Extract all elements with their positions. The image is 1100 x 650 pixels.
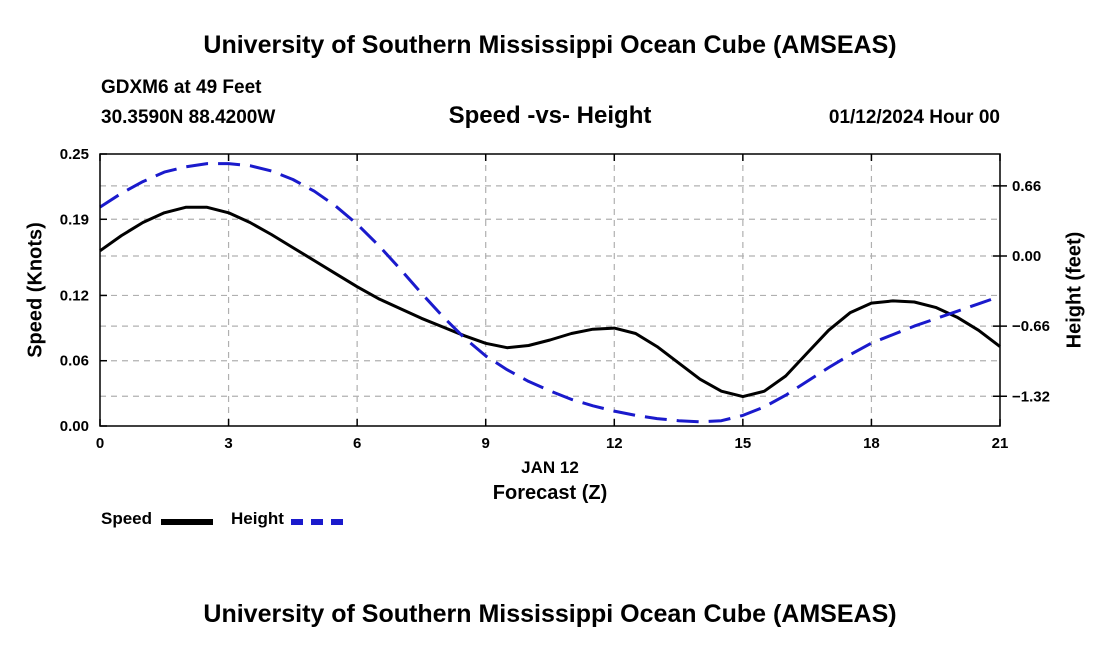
label-layer: 0 3 6 9 12 15 18 21 0.00 0.06 0.12 0.19 0.25 0.66 0.00… — [60, 146, 1050, 452]
legend-height-swatch — [291, 519, 343, 525]
x-axis-date-label: JAN 12 — [521, 458, 579, 477]
coordinates-label: 30.3590N 88.4200W — [101, 107, 276, 128]
legend-height-label: Height — [231, 509, 284, 528]
y2-tick-label: 0.66 — [1012, 178, 1041, 195]
x-tick-label: 21 — [992, 435, 1009, 452]
speed-height-chart: 0 3 6 9 12 15 18 21 0.00 0.06 0.12 0.19 0.25 0.66 0.00… — [60, 146, 1050, 452]
tick-layer — [99, 153, 1007, 427]
chart-main-title: University of Southern Mississippi Ocean… — [203, 31, 897, 59]
x-axis-title: Forecast (Z) — [492, 482, 608, 504]
y2-axis-title: Height (feet) — [1063, 231, 1086, 349]
station-label: GDXM6 at 49 Feet — [101, 77, 262, 98]
plot-frame — [99, 153, 1001, 427]
y-tick-label: 0.06 — [60, 353, 89, 370]
y2-tick-label: 0.00 — [1012, 248, 1041, 265]
y-tick-label: 0.19 — [60, 211, 89, 228]
x-tick-label: 9 — [482, 435, 490, 452]
x-tick-label: 18 — [863, 435, 880, 452]
grid-layer — [100, 154, 1000, 426]
x-tick-label: 15 — [735, 435, 752, 452]
y-axis-title: Speed (Knots) — [24, 222, 47, 358]
y-tick-label: 0.12 — [60, 287, 89, 304]
legend-speed-swatch — [161, 519, 213, 525]
speed-series-line — [99, 205, 1001, 399]
x-tick-label: 3 — [224, 435, 232, 452]
y2-tick-label: −1.32 — [1012, 388, 1050, 405]
y-tick-label: 0.25 — [60, 146, 89, 163]
x-tick-label: 0 — [96, 435, 104, 452]
y2-tick-label: −0.66 — [1012, 318, 1050, 335]
x-tick-label: 6 — [353, 435, 361, 452]
legend-speed-label: Speed — [101, 509, 153, 528]
x-tick-label: 12 — [606, 435, 623, 452]
forecast-date-label: 01/12/2024 Hour 00 — [828, 107, 1000, 128]
y-tick-label: 0.00 — [60, 418, 89, 435]
height-series-line — [99, 162, 1001, 424]
series-layer — [99, 162, 1001, 424]
footer-title: University of Southern Mississippi Ocean… — [203, 600, 897, 628]
chart-subtitle: Speed -vs- Height — [448, 102, 652, 129]
